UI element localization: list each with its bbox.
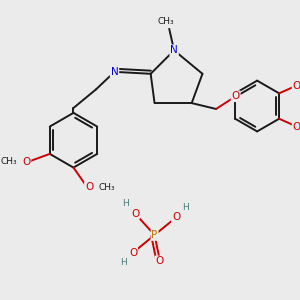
Text: N: N (111, 67, 119, 77)
Text: H: H (122, 199, 129, 208)
Text: O: O (292, 122, 300, 132)
Text: O: O (232, 91, 240, 101)
Text: O: O (85, 182, 93, 192)
Text: O: O (129, 248, 137, 258)
Text: O: O (155, 256, 164, 266)
Text: H: H (182, 203, 189, 212)
Text: O: O (22, 157, 31, 167)
Text: O: O (292, 80, 300, 91)
Text: O: O (172, 212, 180, 222)
Text: CH₃: CH₃ (98, 183, 115, 192)
Text: H: H (120, 258, 127, 267)
Text: P: P (152, 230, 158, 240)
Text: CH₃: CH₃ (158, 16, 175, 26)
Text: CH₃: CH₃ (0, 157, 17, 166)
Text: N: N (170, 45, 178, 55)
Text: O: O (131, 208, 139, 218)
